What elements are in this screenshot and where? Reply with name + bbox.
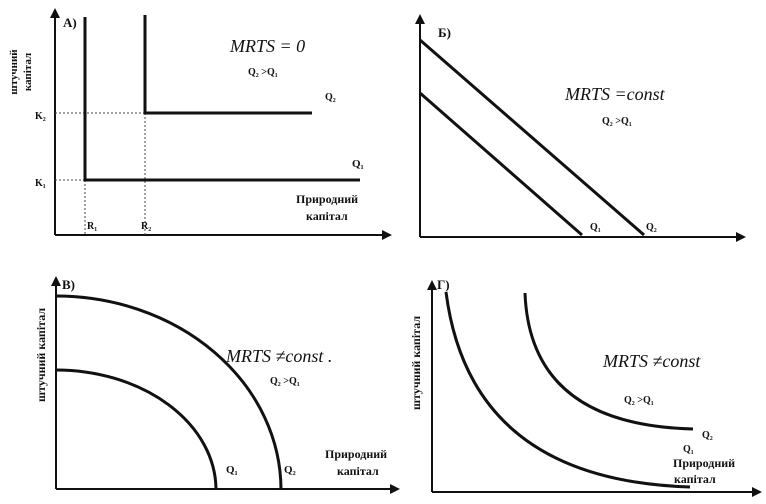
panel-d-comparison: Q₂ >Q₁ [624,395,654,406]
panel-c-x-axis-label-line2: капітал [337,464,379,478]
panel-a-letter: А) [63,15,77,30]
panel-d-letter: Г) [437,277,450,292]
panel-a-x-axis-label-line2: капітал [306,209,348,223]
panel-b: Б) MRTS =const Q₂ >Q₁ Q₁ Q₂ [420,16,744,237]
panel-a-tick-r2: R₂ [141,221,151,232]
panel-b-isoquant-q1 [420,93,582,235]
panel-c-isoquant-q2 [56,296,281,489]
panel-d-x-axis-label-line1: Природний [673,456,735,470]
panel-a-tick-k1: K₁ [35,178,46,189]
panel-c-y-axis-label: штучний капітал [34,308,48,402]
panel-a-formula: MRTS = 0 [229,36,305,56]
panel-c-curve-label-q1: Q₁ [226,464,238,476]
panel-d-x-axis-label-line2: капітал [674,472,716,486]
panel-a-x-axis-label-line1: Природний [296,192,358,206]
panel-a-isoquant-q2 [145,15,312,113]
panel-b-curve-label-q2: Q₂ [646,222,657,233]
panel-b-curve-label-q1: Q₁ [590,222,601,233]
panel-c-x-axis-label-line1: Природний [325,447,387,461]
panel-d-isoquant-q1 [446,292,690,487]
panel-c-curve-label-q2: Q₂ [284,464,297,476]
panel-a-curve-label-q2: Q₂ [325,92,336,103]
panel-a-isoquant-q1 [85,17,360,180]
panel-c-formula: MRTS ≠const . [225,346,332,366]
panel-d-curve-label-q2: Q₂ [702,430,713,441]
panel-d-formula: MRTS ≠const [602,351,701,371]
panel-c-isoquant-q1 [56,370,216,489]
panel-c-comparison: Q₂ >Q₁ [270,376,300,387]
panel-d-curve-label-q1: Q₁ [683,444,694,455]
panel-a-comparison: Q₂ >Q₁ [248,67,278,78]
panel-c: В) штучний капітал MRTS ≠const . Q₂ >Q₁ … [34,277,398,489]
panel-a: А) штучний капітал MRTS = 0 Q₂ >Q₁ Q₂ Q₁… [8,10,390,235]
panel-a-tick-r1: R₁ [87,221,97,232]
panel-a-tick-k2: K₂ [35,111,46,122]
panel-a-curve-label-q1: Q₁ [352,158,364,170]
panel-b-comparison: Q₂ >Q₁ [602,116,632,127]
panel-d: Г) штучний капітал MRTS ≠const Q₂ >Q₁ Q₂… [409,277,760,492]
panel-d-y-axis-label: штучний капітал [409,316,423,410]
panel-c-letter: В) [62,277,75,292]
panel-a-y-axis-label-line2: капітал [22,53,34,91]
panel-b-formula: MRTS =const [564,84,666,104]
panel-a-y-axis-label-line1: штучний [8,49,20,95]
panel-b-isoquant-q2 [420,40,644,235]
panel-b-letter: Б) [438,25,451,40]
